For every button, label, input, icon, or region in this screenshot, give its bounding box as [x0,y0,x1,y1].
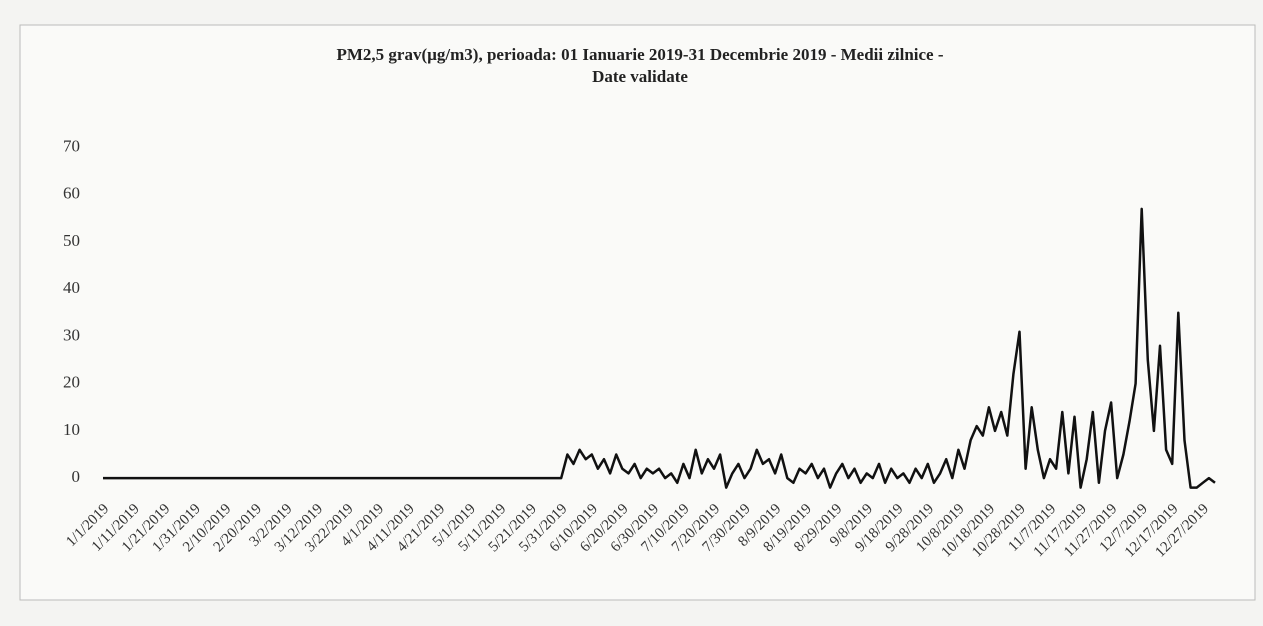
data-line [103,207,1216,489]
y-tick-label: 60 [63,184,80,203]
chart-title: PM2,5 grav(µg/m3), perioada: 01 Ianuarie… [336,45,944,86]
y-tick-label: 70 [63,136,80,155]
y-tick-label: 30 [63,325,80,344]
y-tick-label: 40 [63,278,80,297]
y-tick-label: 0 [72,467,81,486]
y-tick-label: 10 [63,420,80,439]
chart-frame [19,24,1256,601]
y-tick-label: 20 [63,373,80,392]
y-tick-label: 50 [63,231,80,250]
